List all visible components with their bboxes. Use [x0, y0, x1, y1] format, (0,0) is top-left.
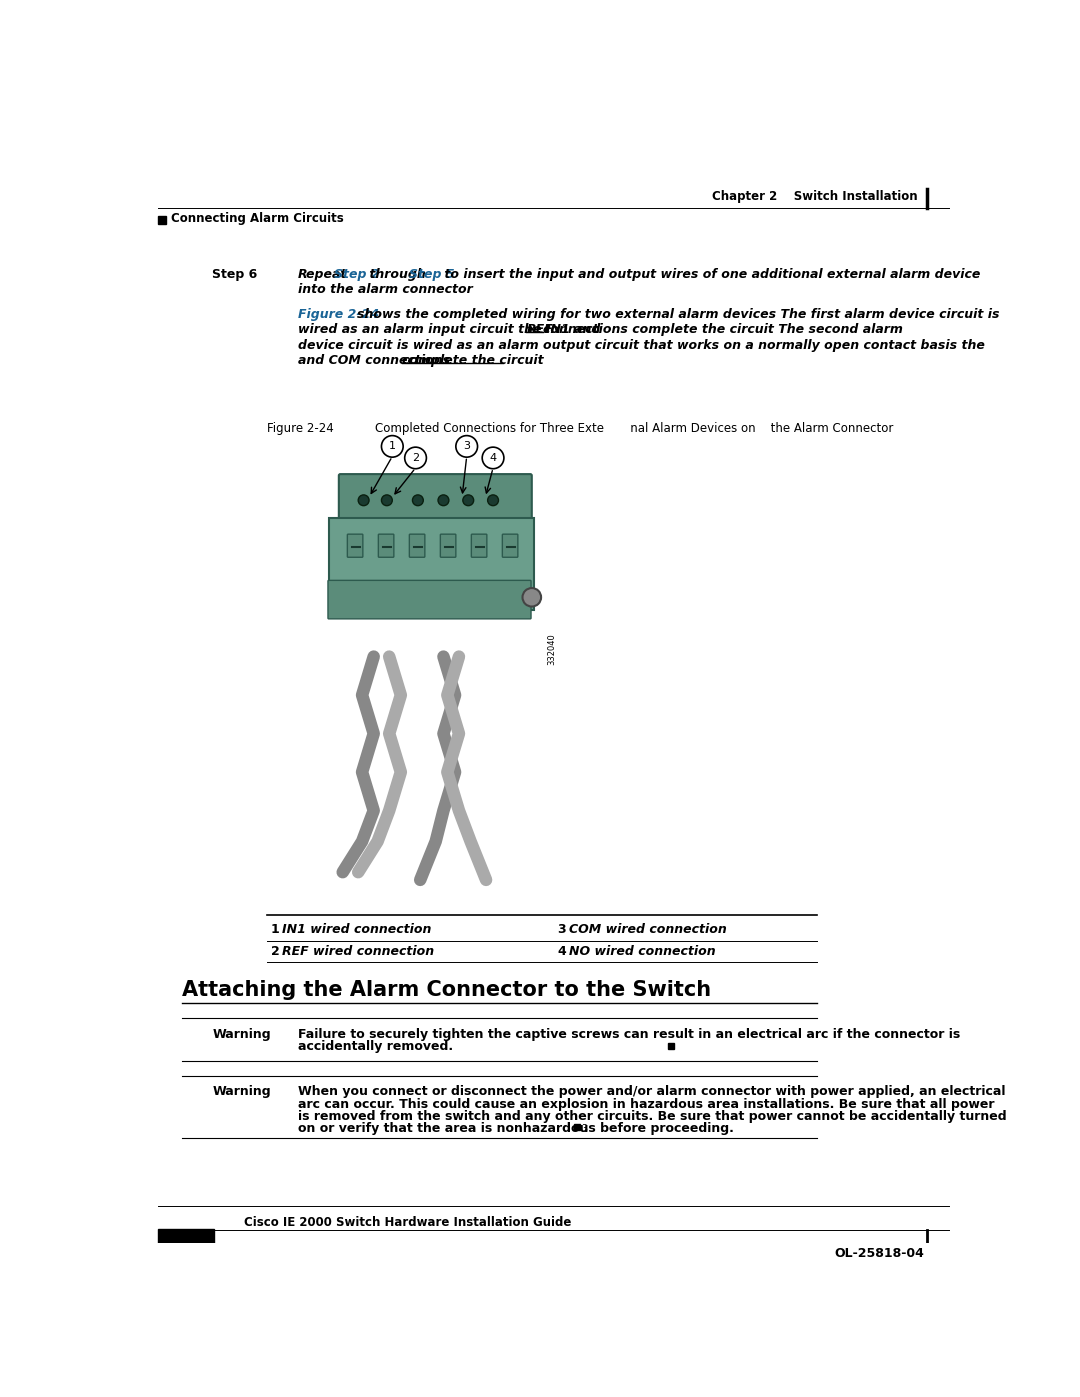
Polygon shape — [328, 518, 535, 610]
FancyBboxPatch shape — [328, 580, 531, 619]
Text: Repeat: Repeat — [298, 268, 347, 281]
Text: Figure 2-24: Figure 2-24 — [267, 422, 334, 434]
Text: 3: 3 — [581, 1125, 588, 1134]
Text: Warning: Warning — [213, 1028, 271, 1041]
Circle shape — [438, 495, 449, 506]
Bar — [159, 1229, 214, 1246]
Text: IN1 wired connection: IN1 wired connection — [282, 923, 432, 936]
Circle shape — [381, 495, 392, 506]
Text: NO wired connection: NO wired connection — [569, 944, 716, 957]
Circle shape — [463, 495, 474, 506]
Text: is removed from the switch and any other circuits. Be sure that power cannot be : is removed from the switch and any other… — [298, 1111, 1007, 1123]
Text: 2: 2 — [411, 453, 419, 462]
FancyBboxPatch shape — [502, 534, 517, 557]
Text: 332040: 332040 — [548, 633, 556, 665]
Text: through: through — [365, 268, 426, 281]
Text: 2: 2 — [271, 944, 280, 957]
Text: complete the circuit: complete the circuit — [403, 353, 544, 367]
Text: Warning: Warning — [213, 1085, 271, 1098]
Text: 3: 3 — [463, 441, 470, 451]
Text: connections complete the circuit The second alarm: connections complete the circuit The sec… — [543, 323, 903, 337]
Text: 4: 4 — [557, 944, 566, 957]
Text: Connecting Alarm Circuits: Connecting Alarm Circuits — [172, 212, 345, 225]
FancyBboxPatch shape — [348, 534, 363, 557]
Text: Step 6: Step 6 — [213, 268, 258, 281]
Text: on or verify that the area is nonhazardous before proceeding.: on or verify that the area is nonhazardo… — [298, 1122, 733, 1136]
Text: Completed Connections for Three Exte       nal Alarm Devices on    the Alarm Con: Completed Connections for Three Exte nal… — [375, 422, 893, 434]
Text: COM wired connection: COM wired connection — [569, 923, 727, 936]
Text: device circuit is wired as an alarm output circuit that works on a normally open: device circuit is wired as an alarm outp… — [298, 338, 985, 352]
Text: into the alarm connector: into the alarm connector — [298, 284, 473, 296]
Text: Cisco IE 2000 Switch Hardware Installation Guide: Cisco IE 2000 Switch Hardware Installati… — [243, 1217, 571, 1229]
FancyBboxPatch shape — [339, 474, 531, 520]
Text: arc can occur. This could cause an explosion in hazardous area installations. Be: arc can occur. This could cause an explo… — [298, 1098, 995, 1111]
Text: 1: 1 — [389, 441, 395, 451]
Text: Attaching the Alarm Connector to the Switch: Attaching the Alarm Connector to the Swi… — [181, 979, 711, 1000]
Text: Step 2: Step 2 — [334, 268, 380, 281]
Circle shape — [359, 495, 369, 506]
FancyBboxPatch shape — [441, 534, 456, 557]
Text: and COM connections: and COM connections — [298, 353, 450, 367]
FancyBboxPatch shape — [471, 534, 487, 557]
FancyBboxPatch shape — [378, 534, 394, 557]
Text: shows the completed wiring for two external alarm devices The first alarm device: shows the completed wiring for two exter… — [356, 307, 999, 321]
Text: 3: 3 — [557, 923, 566, 936]
Circle shape — [523, 588, 541, 606]
Text: Figure 2-24: Figure 2-24 — [298, 307, 379, 321]
Text: accidentally removed.: accidentally removed. — [298, 1039, 453, 1053]
Text: 4: 4 — [489, 453, 497, 462]
Text: Failure to securely tighten the captive screws can result in an electrical arc i: Failure to securely tighten the captive … — [298, 1028, 960, 1041]
Text: to insert the input and output wires of one additional external alarm device: to insert the input and output wires of … — [441, 268, 981, 281]
Text: Step 5: Step 5 — [409, 268, 455, 281]
Circle shape — [413, 495, 423, 506]
Text: When you connect or disconnect the power and/or alarm connector with power appli: When you connect or disconnect the power… — [298, 1085, 1005, 1098]
Text: OL-25818-04: OL-25818-04 — [834, 1248, 924, 1260]
Circle shape — [488, 495, 499, 506]
Text: REF wired connection: REF wired connection — [282, 944, 434, 957]
Text: 2-38: 2-38 — [168, 1250, 204, 1264]
Bar — [159, 217, 166, 224]
Bar — [573, 1125, 580, 1130]
Bar — [669, 1044, 674, 1049]
Text: wired as an alarm input circuit the IN1 and: wired as an alarm input circuit the IN1 … — [298, 323, 605, 337]
FancyBboxPatch shape — [409, 534, 424, 557]
Text: Chapter 2    Switch Installation: Chapter 2 Switch Installation — [712, 190, 918, 204]
Text: 1: 1 — [271, 923, 280, 936]
Text: REF: REF — [526, 323, 553, 337]
